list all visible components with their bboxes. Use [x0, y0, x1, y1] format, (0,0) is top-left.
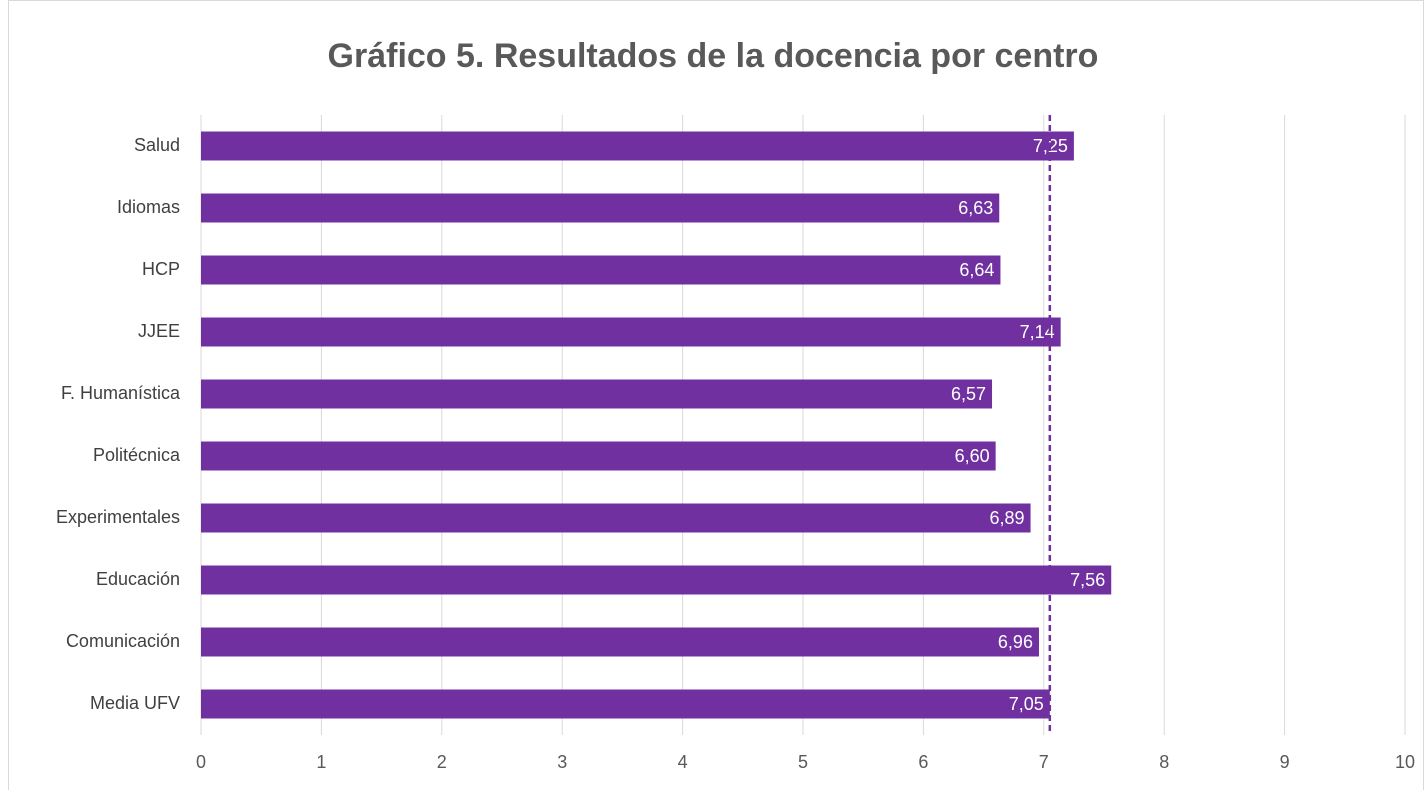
bar [201, 627, 1039, 657]
value-label: 6,60 [955, 446, 990, 466]
x-tick-label: 7 [1039, 752, 1049, 772]
y-tick-label: Salud [134, 135, 180, 155]
x-tick-label: 3 [557, 752, 567, 772]
value-label: 6,57 [951, 384, 986, 404]
value-label: 7,56 [1070, 570, 1105, 590]
x-tick-label: 10 [1395, 752, 1415, 772]
x-tick-label: 9 [1280, 752, 1290, 772]
bar [201, 379, 993, 409]
y-tick-label: HCP [142, 259, 180, 279]
bar [201, 441, 996, 471]
chart-frame [8, 0, 1424, 790]
y-tick-label: Media UFV [90, 693, 180, 713]
y-tick-label: Experimentales [56, 507, 180, 527]
x-tick-label: 1 [316, 752, 326, 772]
x-tick-label: 5 [798, 752, 808, 772]
bar [201, 689, 1050, 719]
y-tick-label: Idiomas [117, 197, 180, 217]
bar [201, 317, 1061, 347]
y-tick-label: Politécnica [93, 445, 181, 465]
y-tick-label: Educación [96, 569, 180, 589]
y-tick-label: F. Humanística [61, 383, 181, 403]
y-tick-label: Comunicación [66, 631, 180, 651]
value-label: 6,89 [990, 508, 1025, 528]
bar [201, 193, 1000, 223]
value-label: 7,05 [1009, 694, 1044, 714]
x-tick-label: 4 [678, 752, 688, 772]
y-tick-label: JJEE [138, 321, 180, 341]
bar [201, 503, 1031, 533]
x-tick-label: 2 [437, 752, 447, 772]
x-tick-label: 0 [196, 752, 206, 772]
bar [201, 565, 1112, 595]
x-tick-label: 6 [918, 752, 928, 772]
bar [201, 255, 1001, 285]
value-label: 6,64 [959, 260, 994, 280]
x-tick-label: 8 [1159, 752, 1169, 772]
value-label: 7,14 [1020, 322, 1055, 342]
value-label: 6,63 [958, 198, 993, 218]
value-label: 6,96 [998, 632, 1033, 652]
bar [201, 131, 1074, 161]
chart-title: Gráfico 5. Resultados de la docencia por… [328, 37, 1099, 75]
